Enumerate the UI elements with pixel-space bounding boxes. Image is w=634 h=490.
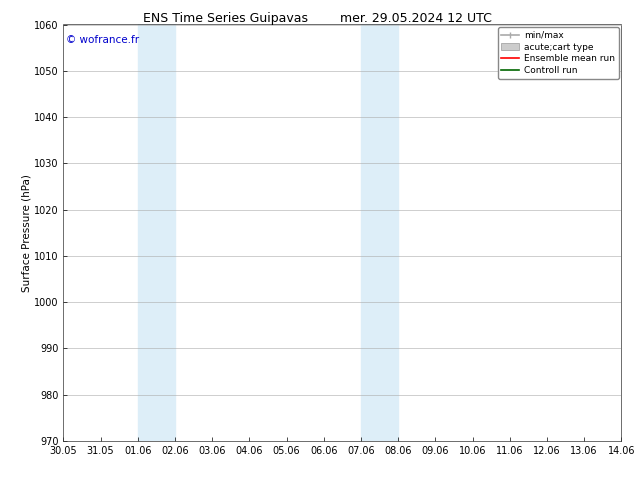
Bar [138,24,175,441]
Text: ENS Time Series Guipavas        mer. 29.05.2024 12 UTC: ENS Time Series Guipavas mer. 29.05.2024… [143,12,491,25]
Y-axis label: Surface Pressure (hPa): Surface Pressure (hPa) [21,174,31,292]
Legend: min/max, acute;cart type, Ensemble mean run, Controll run: min/max, acute;cart type, Ensemble mean … [498,27,619,78]
Bar [361,24,398,441]
Text: © wofrance.fr: © wofrance.fr [66,35,139,45]
